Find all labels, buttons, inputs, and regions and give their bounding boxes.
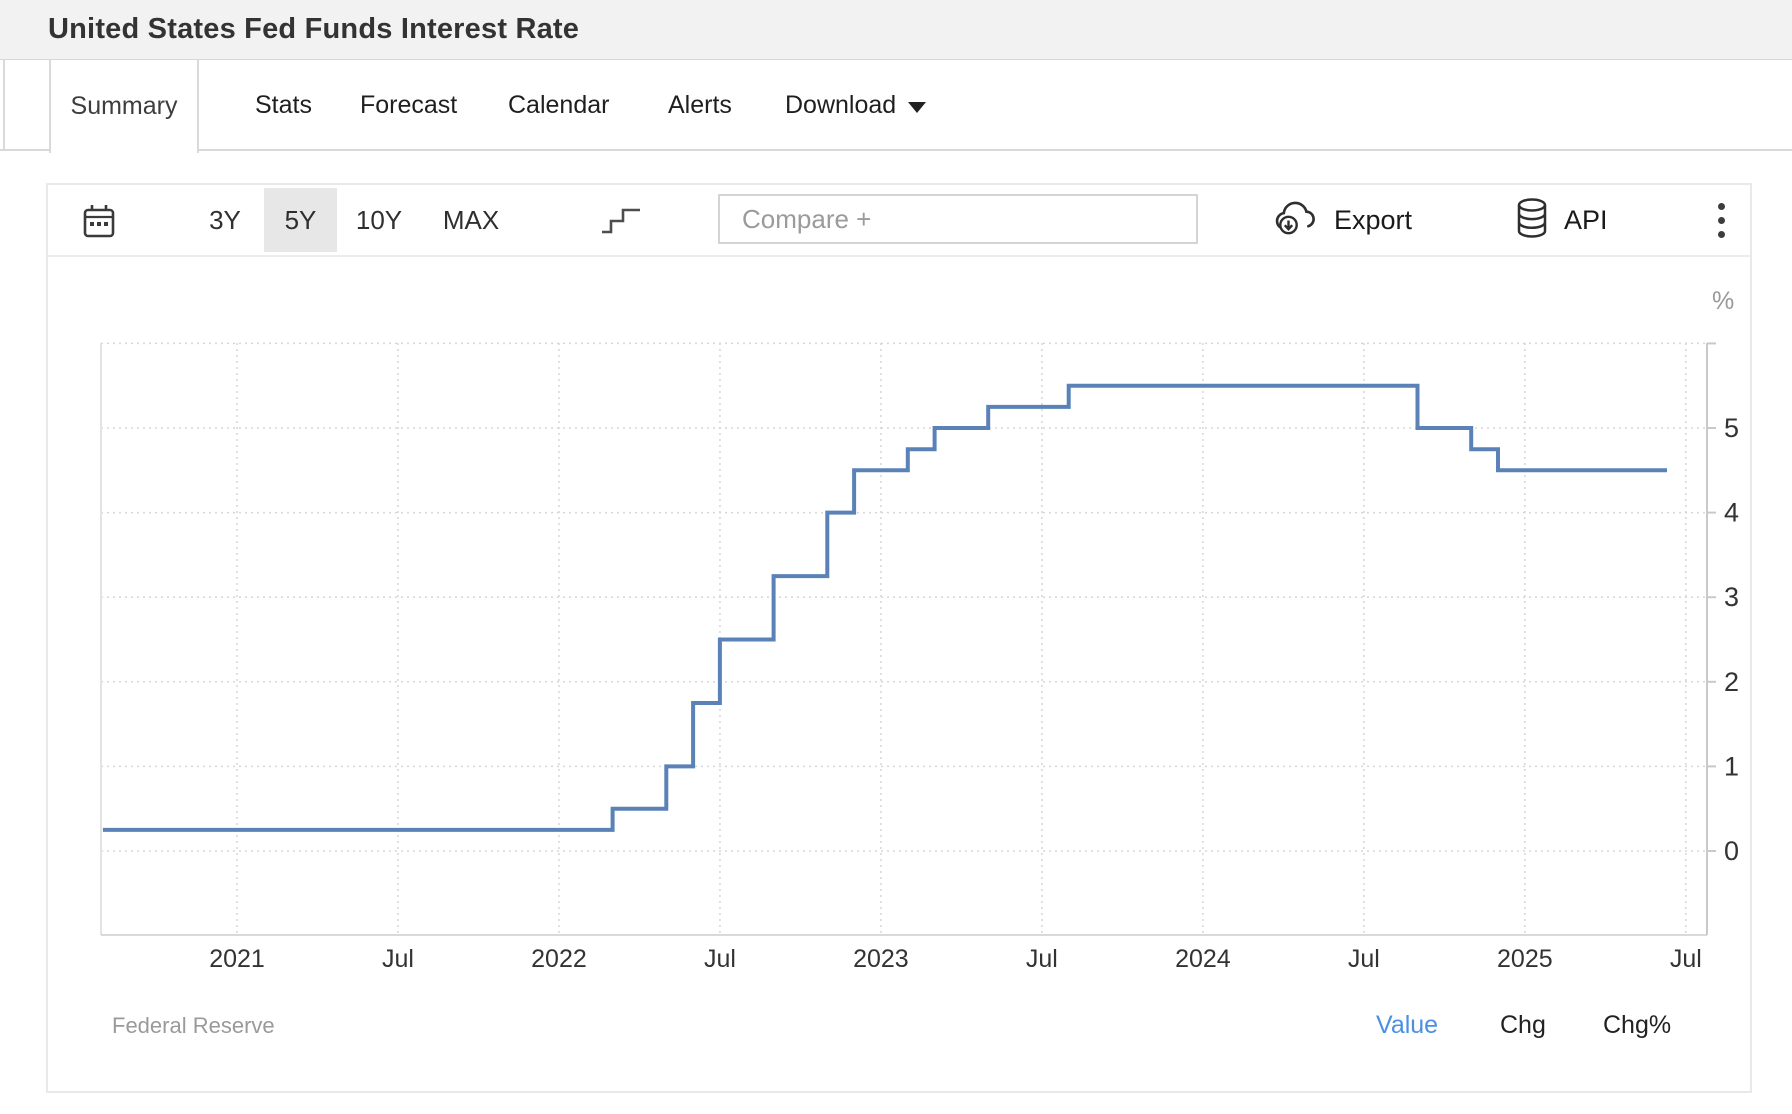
x-tick-label: Jul	[704, 945, 736, 973]
value-link[interactable]: Value	[1376, 1011, 1439, 1039]
tab-alerts[interactable]: Alerts	[668, 60, 732, 150]
title-bar: United States Fed Funds Interest Rate	[0, 0, 1792, 60]
range-max-button[interactable]: MAX	[430, 188, 512, 252]
tab-bar-divider	[0, 149, 1792, 151]
range-3y-button[interactable]: 3Y	[194, 188, 256, 252]
export-label: Export	[1334, 204, 1413, 235]
kebab-menu-icon[interactable]	[1710, 185, 1732, 255]
series-line[interactable]	[102, 383, 1667, 832]
x-tick-label: 2023	[853, 945, 909, 973]
y-tick-label: 0	[1724, 836, 1739, 866]
tab-label: Forecast	[360, 90, 458, 119]
export-button[interactable]: Export	[1272, 185, 1412, 255]
tab-label: Calendar	[508, 90, 610, 119]
x-tick-label: Jul	[1026, 945, 1058, 973]
tab-bar: Summary Stats Forecast Calendar Alerts Downlo…	[0, 60, 1792, 153]
tab-summary[interactable]: Summary	[49, 60, 199, 153]
range-10y-button[interactable]: 10Y	[345, 188, 413, 252]
chg-pct-link[interactable]: Chg%	[1603, 1011, 1672, 1039]
x-tick-label: Jul	[382, 945, 414, 973]
chg-link[interactable]: Chg	[1500, 1011, 1546, 1039]
y-tick-label: 5	[1724, 413, 1739, 443]
y-tick-label: 2	[1724, 667, 1739, 697]
x-tick-label: Jul	[1670, 945, 1702, 973]
y-axis-unit-label: %	[1712, 287, 1734, 315]
tab-download[interactable]: Download	[785, 60, 927, 150]
x-tick-label: Jul	[1348, 945, 1380, 973]
y-tick-label: 4	[1724, 498, 1739, 528]
chevron-down-icon	[908, 101, 927, 113]
api-label: API	[1564, 204, 1608, 235]
tab-forecast[interactable]: Forecast	[360, 60, 457, 150]
x-tick-label: 2024	[1175, 945, 1231, 973]
step-line-icon[interactable]	[599, 202, 645, 238]
chart-plot[interactable]: 2021 Jul 2022 Jul 2023 Jul 2024 Jul 2025 Jul 0 1 2 3 4…	[48, 255, 1754, 1025]
tab-label: Download	[785, 90, 897, 119]
database-icon	[1514, 197, 1550, 244]
x-tick-label: 2022	[531, 945, 587, 973]
tab-label: Summary	[70, 92, 178, 120]
x-tick-label: 2021	[209, 945, 265, 973]
source-attribution: Federal Reserve	[112, 1013, 275, 1038]
y-tick-label: 3	[1724, 582, 1739, 612]
tab-label: Alerts	[668, 90, 732, 119]
compare-input[interactable]	[718, 194, 1198, 244]
tab-label: Stats	[255, 90, 312, 119]
y-tick-label: 1	[1724, 751, 1739, 781]
api-button[interactable]: API	[1514, 185, 1608, 255]
cloud-download-icon	[1272, 200, 1320, 241]
calendar-icon[interactable]	[79, 201, 119, 241]
tab-calendar[interactable]: Calendar	[508, 60, 609, 150]
x-tick-label: 2025	[1497, 945, 1553, 973]
tab-bar-left-edge	[3, 60, 5, 151]
tab-stats[interactable]: Stats	[255, 60, 312, 150]
range-5y-button[interactable]: 5Y	[264, 188, 337, 252]
page-title: United States Fed Funds Interest Rate	[48, 13, 580, 45]
